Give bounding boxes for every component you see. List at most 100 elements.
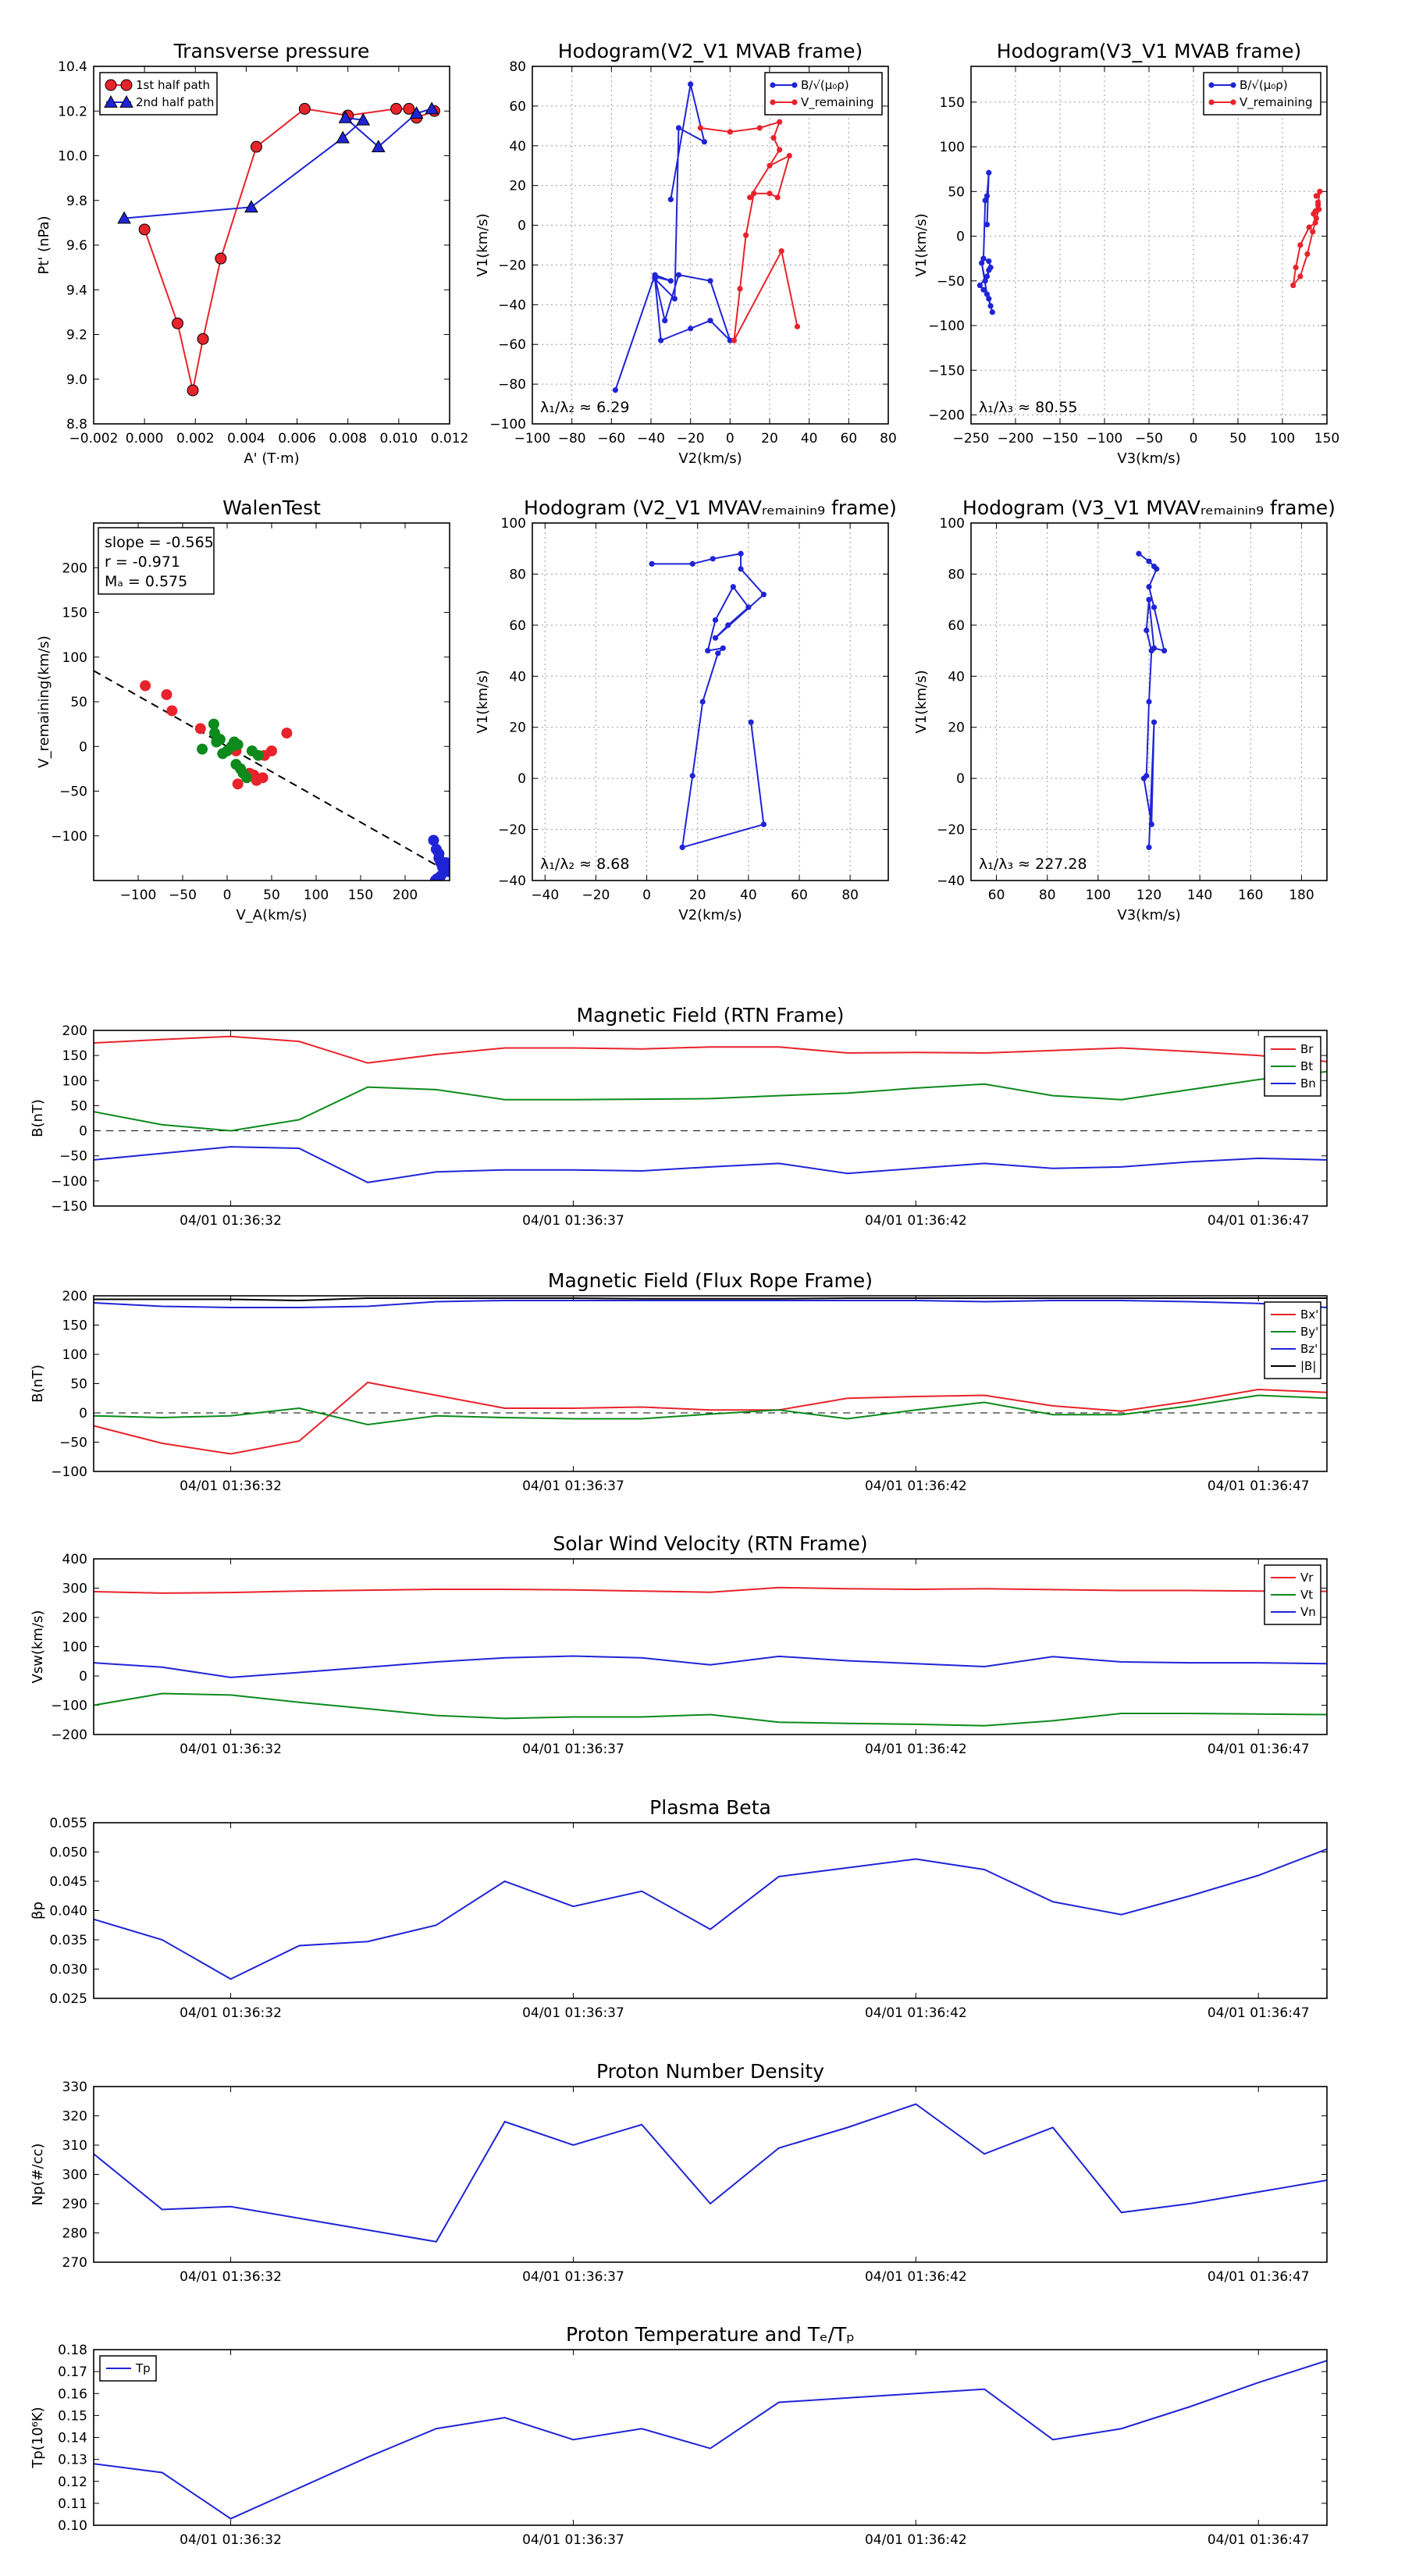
- y-tick-label: 9.0: [66, 372, 87, 388]
- data-point: [1146, 699, 1152, 705]
- y-axis-label: V_remaining(km/s): [36, 635, 52, 768]
- data-point: [1146, 584, 1152, 590]
- x-tick-label: −150: [1042, 431, 1079, 447]
- data-point: [774, 194, 781, 201]
- chart-title: Solar Wind Velocity (RTN Frame): [553, 1532, 867, 1555]
- y-tick-label: 300: [62, 1582, 87, 1597]
- series-line-Bt: [94, 1070, 1327, 1132]
- chart-title: Proton Temperature and Tₑ/Tₚ: [566, 2323, 855, 2346]
- data-point: [1313, 193, 1319, 199]
- y-axis-label: V1(km/s): [475, 670, 491, 733]
- chart-hodogram-v3v1-mvab: Hodogram(V3_V1 MVAB frame) −250 −200 −150 −1…: [913, 40, 1339, 467]
- data-point: [442, 866, 450, 877]
- data-point: [671, 296, 678, 302]
- x-tick-label: 60: [841, 431, 858, 447]
- data-point: [725, 622, 731, 628]
- data-point: [1313, 215, 1319, 222]
- legend-label: Vn: [1300, 1605, 1316, 1619]
- y-tick-label: 330: [62, 2080, 87, 2095]
- y-tick-label: 10.2: [58, 104, 87, 119]
- y-tick-label: 100: [62, 1073, 87, 1089]
- data-point: [336, 130, 350, 144]
- data-point: [767, 190, 773, 197]
- x-tick-label: 04/01 01:36:42: [865, 2269, 967, 2285]
- data-point: [194, 723, 206, 735]
- data-point: [745, 604, 752, 610]
- plot-frame: [532, 66, 889, 425]
- x-tick-label: −40: [637, 431, 665, 447]
- y-tick-label: 300: [62, 2168, 87, 2183]
- data-point: [760, 592, 767, 598]
- data-point: [778, 248, 784, 254]
- data-point: [986, 296, 992, 302]
- walen-info-line: slope = -0.565: [105, 534, 214, 551]
- x-axis-label: V2(km/s): [678, 907, 742, 923]
- walen-info-line: r = -0.971: [105, 553, 180, 571]
- data-point: [747, 194, 753, 201]
- y-axis-label: V1(km/s): [913, 670, 930, 733]
- chart-magnetic-field-flux-rope: Magnetic Field (Flux Rope Frame) 04/01 01…: [30, 1269, 1328, 1494]
- series-line-Vt: [94, 1692, 1327, 1727]
- y-tick-label: 200: [62, 1610, 87, 1626]
- legend-label: Bt: [1300, 1059, 1313, 1073]
- y-tick-label: 0: [956, 771, 965, 787]
- data-point: [232, 738, 244, 750]
- series-line-Vr: [94, 1586, 1327, 1594]
- chart-walen-test: WalenTest −100 −50 0 50 100 150 200 −100 −50 0 50 10…: [36, 496, 450, 923]
- series-line-|B|: [94, 1297, 1327, 1302]
- data-point: [984, 291, 991, 297]
- y-tick-label: 60: [948, 618, 965, 634]
- chart-hodogram-v3v1-mvav: Hodogram (V3_V1 MVAVᵣₑₘₐᵢₙᵢₙ₉ frame) 60 80…: [913, 496, 1336, 923]
- y-tick-label: 100: [62, 1640, 87, 1656]
- data-point: [777, 147, 783, 153]
- y-tick-label: 9.6: [66, 238, 87, 254]
- x-tick-label: 200: [393, 888, 418, 903]
- x-tick-label: 04/01 01:36:32: [180, 1742, 282, 1757]
- x-tick-label: 60: [988, 888, 1005, 903]
- y-axis-label: Np(#/cc): [30, 2144, 46, 2206]
- y-tick-label: 80: [509, 567, 526, 582]
- data-point: [743, 232, 749, 238]
- x-tick-label: −100: [120, 888, 157, 903]
- data-point: [658, 337, 664, 343]
- plot-frame: [532, 522, 889, 881]
- data-point: [786, 152, 792, 159]
- eigenvalue-ratio-annotation: λ₁/λ₂ ≈ 8.68: [540, 856, 629, 873]
- x-tick-label: 04/01 01:36:37: [522, 1213, 624, 1229]
- data-point: [140, 680, 151, 692]
- chart-proton-temperature: Proton Temperature and Tₑ/Tₚ 04/01 01:36:…: [30, 2323, 1328, 2548]
- y-tick-label: 0.035: [49, 1933, 87, 1948]
- y-tick-label: 50: [70, 1098, 87, 1114]
- series-line-Bz': [94, 1300, 1327, 1308]
- data-point: [403, 102, 415, 115]
- data-point: [1297, 273, 1304, 279]
- data-point: [214, 734, 226, 745]
- y-tick-label: 40: [948, 669, 965, 685]
- y-tick-label: 50: [948, 184, 965, 200]
- data-point: [215, 252, 227, 265]
- legend-label: Bz': [1300, 1342, 1318, 1356]
- chart-title: Hodogram(V2_V1 MVAB frame): [558, 40, 863, 62]
- legend-marker: [1208, 82, 1215, 88]
- data-point: [1146, 844, 1152, 851]
- data-point: [777, 119, 783, 125]
- y-tick-label: 100: [501, 516, 526, 532]
- data-point: [425, 101, 439, 115]
- x-axis-label: V_A(km/s): [236, 907, 307, 923]
- data-point: [166, 705, 178, 717]
- y-axis-label: Pt' (nPa): [36, 215, 52, 274]
- data-point: [986, 267, 992, 273]
- y-tick-label: 0: [79, 1124, 87, 1140]
- plot-frame: [93, 1030, 1328, 1207]
- x-tick-label: 40: [801, 431, 818, 447]
- data-point: [675, 125, 682, 131]
- legend-marker: [791, 99, 798, 105]
- data-point: [197, 743, 208, 755]
- legend-label: V_remaining: [1240, 95, 1313, 110]
- legend-box: [764, 72, 883, 116]
- y-tick-label: 400: [62, 1552, 87, 1567]
- y-tick-label: 0.18: [58, 2343, 87, 2358]
- data-point: [433, 848, 445, 859]
- data-point: [730, 584, 736, 590]
- data-point: [1312, 219, 1318, 226]
